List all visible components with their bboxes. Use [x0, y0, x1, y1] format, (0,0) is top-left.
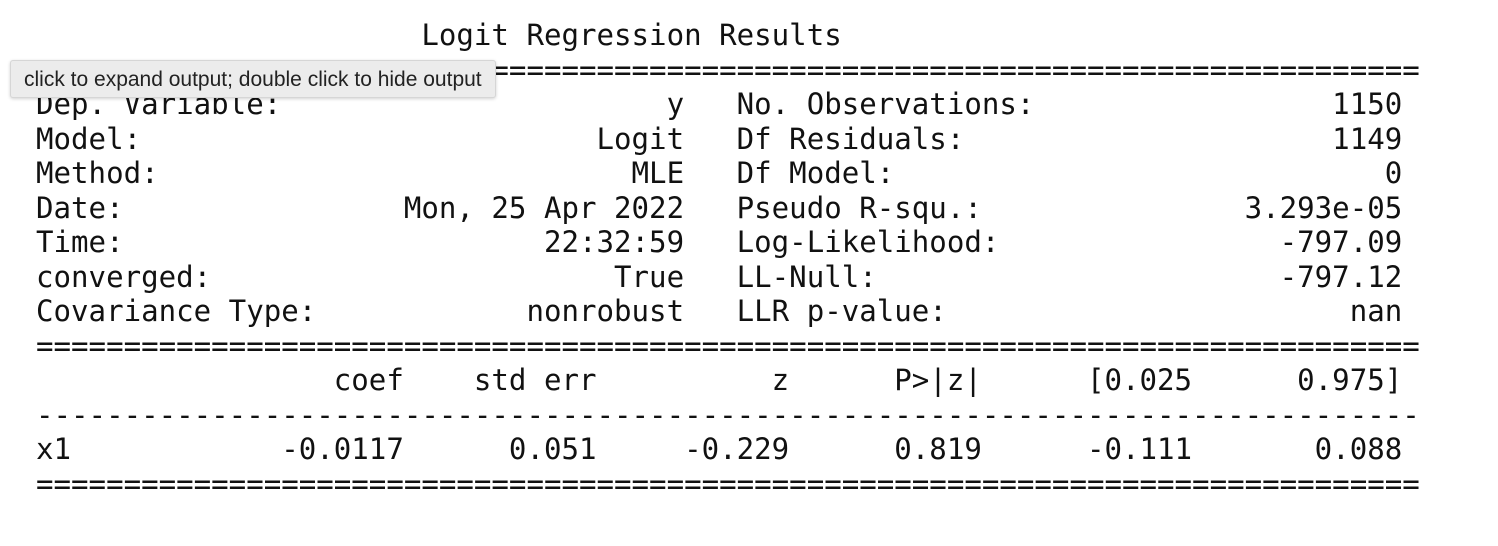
- summary-row-date: Date: Mon, 25 Apr 2022 Pseudo R-squ.: 3.…: [36, 190, 1403, 225]
- coef-table-divider: ----------------------------------------…: [36, 397, 1420, 432]
- summary-row-method: Method: MLE Df Model: 0: [36, 156, 1403, 190]
- summary-row-time: Time: 22:32:59 Log-Likelihood: -797.09: [36, 225, 1403, 259]
- regression-summary: Logit Regression Results ===============…: [36, 18, 1420, 501]
- summary-title: Logit Regression Results: [36, 18, 1228, 52]
- coef-table-row-x1: x1 -0.0117 0.051 -0.229 0.819 -0.111 0.0…: [36, 432, 1403, 466]
- output-toggle-tooltip: click to expand output; double click to …: [10, 60, 496, 98]
- summary-separator: ========================================…: [36, 328, 1420, 363]
- summary-row-covariance-type: Covariance Type: nonrobust LLR p-value: …: [36, 294, 1403, 328]
- summary-row-converged: converged: True LL-Null: -797.12: [36, 259, 1403, 294]
- summary-separator: ========================================…: [36, 466, 1420, 501]
- summary-row-model: Model: Logit Df Residuals: 1149: [36, 121, 1403, 156]
- coef-table-header: coef std err z P>|z| [0.025 0.975]: [36, 363, 1403, 397]
- summary-row-dep-variable: Dep. Variable: y No. Observations: 1150: [36, 87, 1403, 121]
